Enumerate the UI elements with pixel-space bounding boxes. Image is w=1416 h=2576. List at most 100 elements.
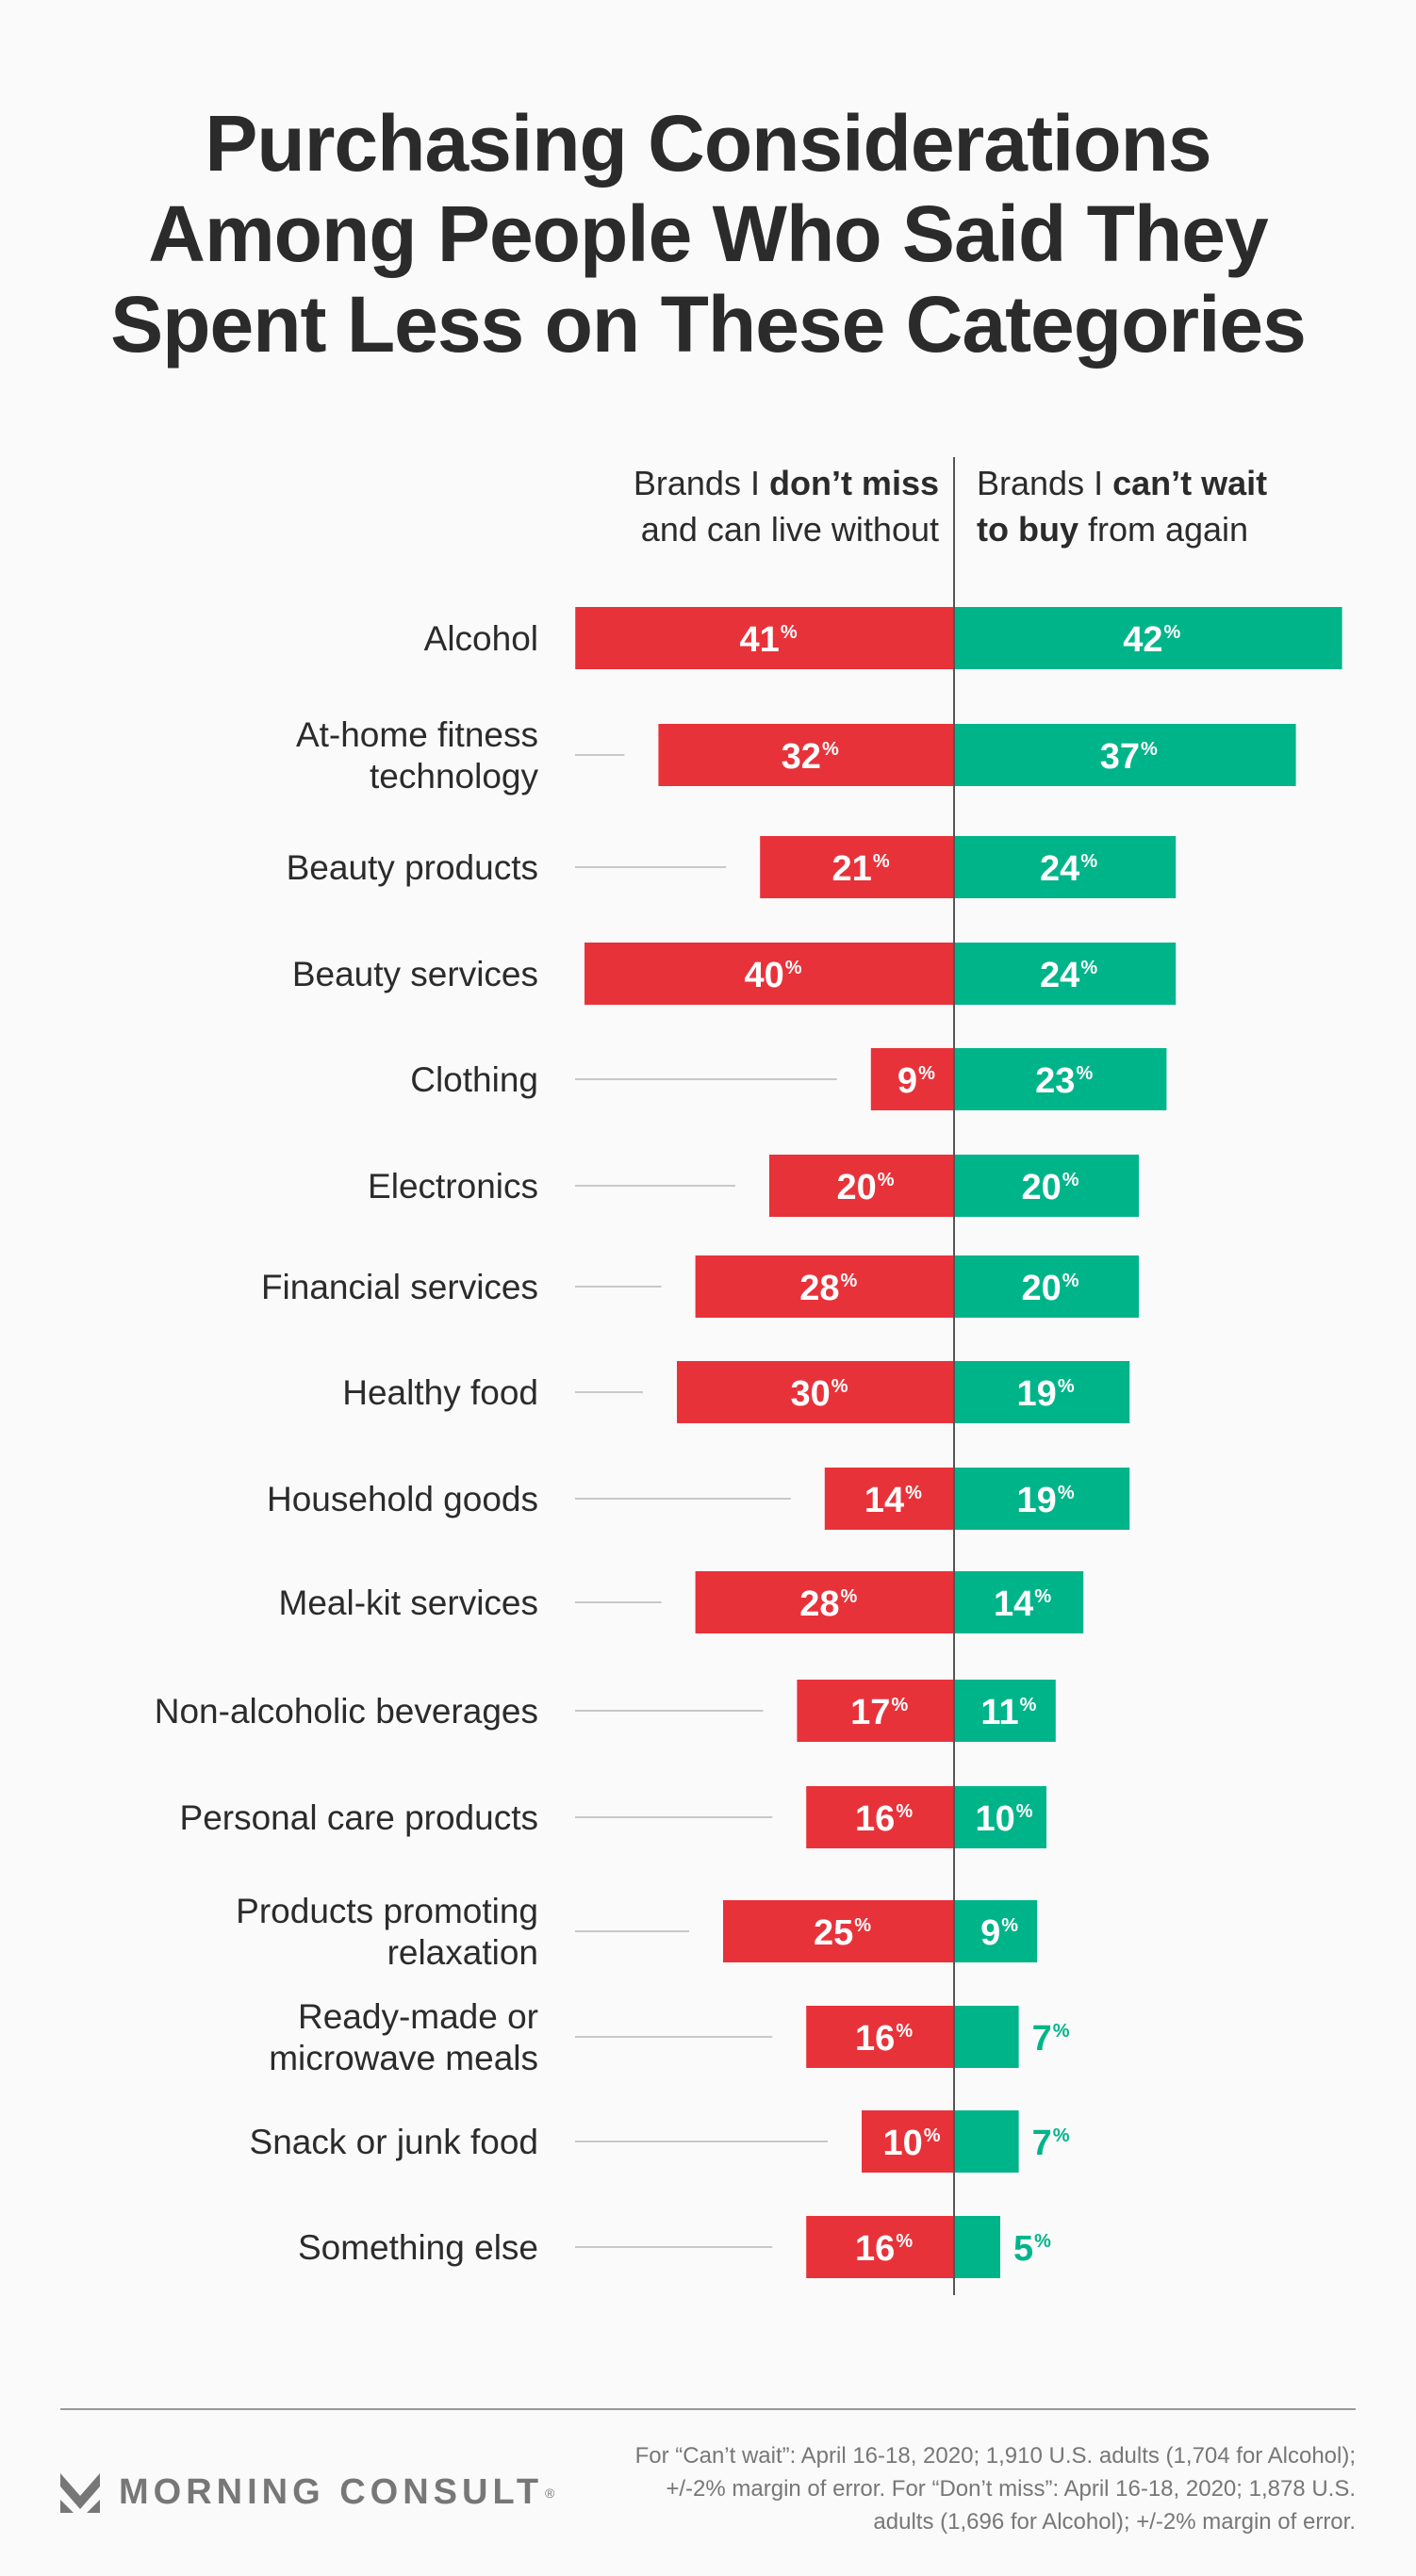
methodology-footnote: For “Can’t wait”: April 16-18, 2020; 1,9… bbox=[634, 2443, 1356, 2535]
category-label: Ready-made or microwave meals bbox=[269, 1997, 538, 2077]
bar-cant-wait bbox=[954, 2110, 1019, 2173]
value-label: 25% bbox=[814, 1913, 871, 1953]
category-label: Alcohol bbox=[424, 619, 538, 658]
column-header-cant-wait: Brands I can’t wait to buy from again bbox=[977, 460, 1267, 552]
category-label: Clothing bbox=[410, 1060, 538, 1099]
column-header-dont-miss: Brands I don’t miss and can live without bbox=[634, 460, 939, 552]
diverging-bar-chart: Alcohol 41% 42% At-home fitness technology 32… bbox=[155, 457, 1342, 2295]
chart-row: Products promoting relaxation 25% 9% bbox=[236, 1892, 1038, 1972]
value-label: 24% bbox=[1040, 956, 1097, 995]
chart-row: Something else 16% 5% bbox=[298, 2216, 1051, 2278]
bar-cant-wait bbox=[954, 724, 1296, 786]
bar-cant-wait bbox=[954, 1361, 1130, 1423]
header-text: and can live without bbox=[640, 510, 939, 549]
value-label: 20% bbox=[1021, 1269, 1078, 1308]
value-label: 9% bbox=[897, 1061, 935, 1101]
value-label: 7% bbox=[1032, 2124, 1070, 2163]
value-label: 42% bbox=[1123, 620, 1180, 660]
chart-row: Household goods 14% 19% bbox=[267, 1468, 1130, 1530]
category-label: Financial services bbox=[261, 1268, 538, 1306]
value-label: 20% bbox=[1021, 1168, 1078, 1207]
bar-dont-miss bbox=[862, 2110, 954, 2173]
header-bold-text: can’t wait bbox=[1112, 464, 1268, 502]
chart-row: Personal care products 16% 10% bbox=[180, 1786, 1046, 1848]
chart-row: Clothing 9% 23% bbox=[410, 1048, 1167, 1110]
value-label: 7% bbox=[1032, 2019, 1070, 2059]
category-label: Electronics bbox=[368, 1167, 538, 1206]
header-text: from again bbox=[1078, 510, 1249, 549]
bar-cant-wait bbox=[954, 1468, 1130, 1530]
chart-row: Meal-kit services 28% 14% bbox=[279, 1571, 1084, 1633]
value-label: 11% bbox=[980, 1693, 1036, 1732]
value-label: 14% bbox=[864, 1481, 922, 1520]
bar-dont-miss bbox=[797, 1680, 954, 1742]
category-label: Non-alcoholic beverages bbox=[155, 1692, 538, 1731]
bar-cant-wait bbox=[954, 2216, 1000, 2278]
value-label: 40% bbox=[744, 956, 801, 995]
bar-dont-miss bbox=[575, 607, 954, 669]
bar-cant-wait bbox=[954, 607, 1342, 669]
bar-cant-wait bbox=[954, 1786, 1046, 1848]
value-label: 23% bbox=[1035, 1061, 1093, 1101]
bar-dont-miss bbox=[585, 943, 954, 1005]
value-label: 5% bbox=[1013, 2229, 1051, 2269]
value-label: 19% bbox=[1017, 1374, 1075, 1414]
category-label: Products promoting relaxation bbox=[236, 1892, 538, 1972]
bar-dont-miss bbox=[806, 1786, 954, 1848]
category-label: Snack or junk food bbox=[250, 2123, 538, 2161]
brand-logo: MORNING CONSULT ® bbox=[60, 2472, 554, 2513]
chart-row: At-home fitness technology 32% 37% bbox=[296, 715, 1296, 796]
value-label: 41% bbox=[740, 620, 798, 660]
category-label: Household goods bbox=[267, 1480, 538, 1518]
chart-row: Non-alcoholic beverages 17% 11% bbox=[155, 1680, 1056, 1742]
bar-cant-wait bbox=[954, 1900, 1038, 1962]
chart-title: Purchasing Considerations Among People W… bbox=[0, 98, 1416, 369]
chart-row: Beauty services 40% 24% bbox=[292, 943, 1177, 1005]
bar-dont-miss bbox=[806, 2006, 954, 2068]
bar-cant-wait bbox=[954, 1571, 1084, 1633]
chart-row: Electronics 20% 20% bbox=[368, 1155, 1139, 1217]
bar-dont-miss bbox=[723, 1900, 954, 1962]
category-label: Meal-kit services bbox=[279, 1583, 539, 1622]
category-label: Personal care products bbox=[180, 1798, 538, 1837]
header-text: Brands I bbox=[633, 464, 769, 502]
registered-mark: ® bbox=[545, 2485, 555, 2501]
value-label: 16% bbox=[855, 2229, 913, 2269]
value-label: 28% bbox=[799, 1584, 857, 1624]
bar-dont-miss bbox=[760, 836, 954, 898]
value-label: 32% bbox=[782, 737, 839, 777]
chart-row: Alcohol 41% 42% bbox=[424, 607, 1342, 669]
morning-consult-logo-icon bbox=[60, 2472, 100, 2513]
value-label: 9% bbox=[980, 1913, 1018, 1953]
value-label: 10% bbox=[975, 1799, 1032, 1839]
bar-cant-wait bbox=[954, 2006, 1019, 2068]
value-label: 16% bbox=[855, 2019, 913, 2059]
chart-row: Financial services 28% 20% bbox=[261, 1255, 1139, 1318]
bar-dont-miss bbox=[677, 1361, 954, 1423]
title-line: Purchasing Considerations bbox=[205, 99, 1211, 188]
header-bold-text: don’t miss bbox=[768, 464, 939, 502]
header-text: Brands I bbox=[977, 464, 1113, 502]
value-label: 24% bbox=[1040, 849, 1097, 889]
value-label: 16% bbox=[855, 1799, 913, 1839]
title-line: Among People Who Said They bbox=[148, 189, 1268, 278]
title-line: Spent Less on These Categories bbox=[110, 280, 1307, 369]
bar-dont-miss bbox=[806, 2216, 954, 2278]
bar-dont-miss bbox=[824, 1468, 954, 1530]
value-label: 10% bbox=[882, 2124, 940, 2163]
bar-dont-miss bbox=[695, 1255, 954, 1318]
bar-dont-miss bbox=[769, 1155, 954, 1217]
bar-cant-wait bbox=[954, 836, 1177, 898]
footer-divider bbox=[60, 2408, 1356, 2410]
bar-dont-miss bbox=[658, 724, 954, 786]
category-label: Beauty services bbox=[292, 955, 538, 993]
chart-row: Ready-made or microwave meals 16% 7% bbox=[269, 1997, 1070, 2077]
bar-cant-wait bbox=[954, 1255, 1139, 1318]
value-label: 17% bbox=[850, 1693, 908, 1732]
bar-cant-wait bbox=[954, 1680, 1056, 1742]
category-label: Healthy food bbox=[342, 1373, 538, 1412]
value-label: 37% bbox=[1100, 737, 1158, 777]
value-label: 14% bbox=[994, 1584, 1051, 1624]
bar-dont-miss bbox=[870, 1048, 954, 1110]
value-label: 21% bbox=[832, 849, 890, 889]
